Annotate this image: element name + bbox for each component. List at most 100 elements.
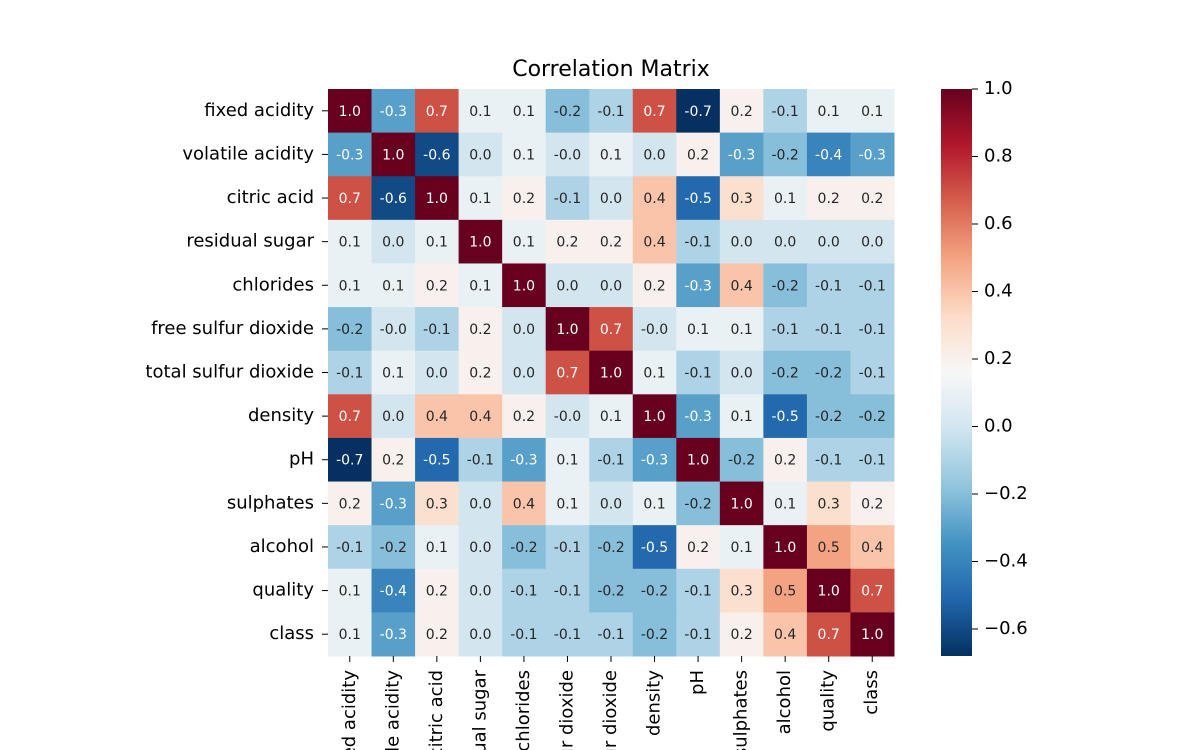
heatmap-cell — [328, 568, 373, 613]
cell-label: 0.3 — [426, 496, 448, 512]
heatmap-cell — [458, 568, 503, 613]
heatmap-cell — [458, 307, 503, 352]
heatmap-cell — [632, 525, 677, 570]
heatmap-cell — [502, 307, 547, 352]
cell-label: 1.0 — [818, 584, 840, 600]
cell-label: -0.2 — [859, 409, 886, 425]
cell-label: 0.2 — [469, 366, 491, 382]
heatmap-cell — [589, 350, 634, 395]
cell-label: 0.2 — [513, 409, 535, 425]
cell-label: -0.3 — [510, 453, 537, 469]
heatmap-cell — [328, 481, 373, 526]
cell-label: 0.0 — [774, 235, 796, 251]
heatmap-cell — [632, 89, 677, 134]
heatmap-cell — [719, 350, 764, 395]
cell-label: 0.2 — [687, 147, 709, 163]
heatmap-cell — [589, 437, 634, 483]
heatmap-cell — [589, 612, 634, 657]
heatmap-cell — [371, 612, 416, 657]
cell-label: 0.7 — [426, 104, 448, 120]
cell-label: -0.0 — [380, 322, 407, 338]
heatmap-cell — [458, 132, 503, 177]
heatmap-cell — [632, 307, 677, 352]
heatmap-cell — [328, 89, 373, 134]
heatmap-cell — [545, 394, 590, 439]
cell-label: 0.4 — [643, 191, 665, 207]
cell-label: -0.2 — [554, 104, 581, 120]
colorbar-tick-label: 0.8 — [984, 146, 1013, 167]
cell-label: 0.2 — [730, 627, 752, 643]
heatmap-cell — [719, 307, 764, 352]
cell-label: -0.3 — [336, 147, 363, 163]
cell-label: -0.1 — [336, 540, 363, 556]
cell-label: 0.2 — [861, 191, 883, 207]
cell-label: 0.1 — [513, 104, 535, 120]
cell-label: 0.1 — [426, 235, 448, 251]
cell-label: 0.1 — [730, 322, 752, 338]
cell-label: 0.3 — [818, 496, 840, 512]
cell-label: 0.1 — [556, 453, 578, 469]
heatmap-cell — [458, 612, 503, 657]
cell-label: 0.0 — [600, 278, 622, 294]
y-tick-label: sulphates — [227, 492, 314, 513]
x-tick-label: alcohol — [774, 670, 795, 734]
heatmap-cell — [632, 219, 677, 264]
heatmap-cell — [371, 525, 416, 570]
cell-label: 0.4 — [426, 409, 448, 425]
cell-label: -0.1 — [815, 278, 842, 294]
heatmap-cell — [545, 263, 590, 308]
heatmap-cell — [589, 219, 634, 264]
cell-label: -0.5 — [684, 191, 711, 207]
heatmap-cell — [371, 568, 416, 613]
heatmap-cell — [415, 350, 460, 395]
heatmap-cell — [676, 219, 721, 264]
heatmap-cell — [676, 176, 721, 221]
cell-label: 0.7 — [600, 322, 622, 338]
heatmap-cell — [502, 612, 547, 657]
x-tick-label: class — [861, 670, 882, 715]
x-tick-label: fixed acidity — [339, 670, 360, 750]
heatmap-cell — [328, 219, 373, 264]
cell-label: 0.1 — [382, 366, 404, 382]
heatmap-cell — [806, 132, 851, 177]
cell-label: 0.2 — [513, 191, 535, 207]
x-tick-label: citric acid — [426, 670, 447, 750]
cell-label: 0.4 — [469, 409, 491, 425]
heatmap-cell — [502, 525, 547, 570]
cell-label: -0.1 — [859, 366, 886, 382]
heatmap-cell — [676, 394, 721, 439]
heatmap-cell — [415, 394, 460, 439]
heatmap-cell — [676, 612, 721, 657]
heatmap-cell — [371, 263, 416, 308]
cell-label: 1.0 — [643, 409, 665, 425]
heatmap-cell — [632, 481, 677, 526]
heatmap-cell — [850, 525, 895, 570]
chart-title: Correlation Matrix — [512, 57, 710, 82]
heatmap-cell — [676, 437, 721, 483]
heatmap-cell — [458, 437, 503, 483]
heatmap-cell — [589, 89, 634, 134]
heatmap-cell — [763, 132, 808, 177]
cell-label: -0.1 — [554, 627, 581, 643]
cell-label: -0.3 — [684, 278, 711, 294]
heatmap-cell — [545, 612, 590, 657]
cell-label: -0.1 — [859, 453, 886, 469]
heatmap-cell — [850, 263, 895, 308]
cell-label: 0.1 — [469, 191, 491, 207]
heatmap-cell — [371, 394, 416, 439]
heatmap-cell — [415, 525, 460, 570]
heatmap-cell — [806, 350, 851, 395]
cell-label: 0.2 — [426, 278, 448, 294]
cell-label: 1.0 — [339, 104, 361, 120]
heatmap-cell — [328, 350, 373, 395]
cell-label: 0.1 — [339, 627, 361, 643]
cell-label: 0.4 — [730, 278, 752, 294]
cell-label: 0.1 — [382, 278, 404, 294]
cell-label: 0.1 — [339, 235, 361, 251]
cell-label: 0.7 — [861, 584, 883, 600]
heatmap-cell — [328, 132, 373, 177]
cell-label: -0.1 — [771, 322, 798, 338]
heatmap-cell — [502, 89, 547, 134]
x-tick-label: chlorides — [513, 670, 534, 750]
heatmap-cell — [763, 307, 808, 352]
